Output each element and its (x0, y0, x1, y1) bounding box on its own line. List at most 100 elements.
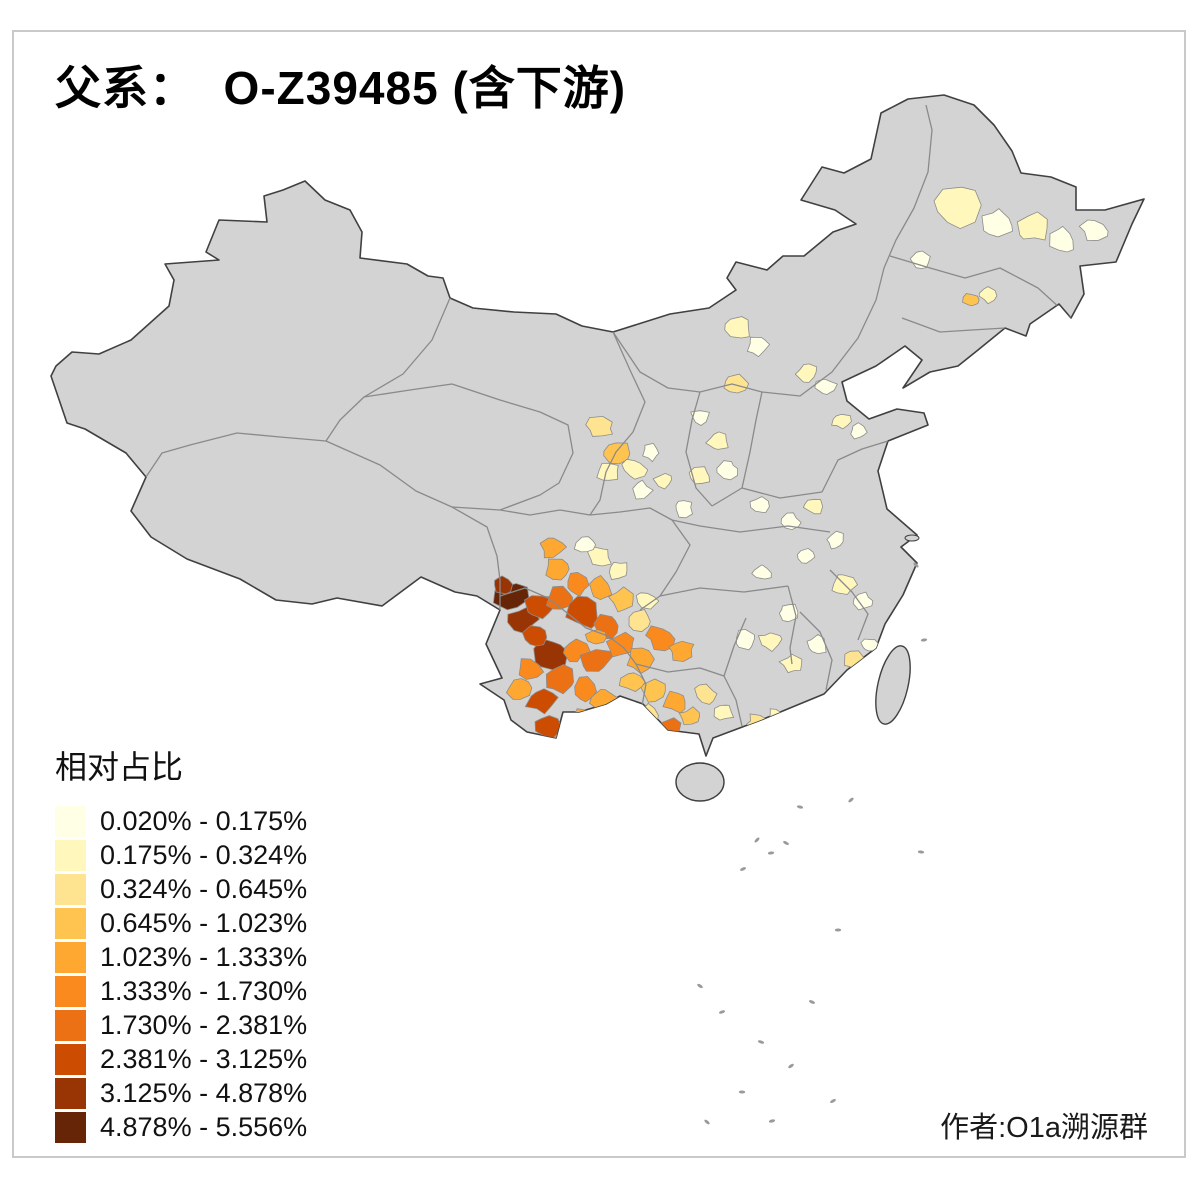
prefecture-cell (713, 704, 735, 721)
legend-rows: 0.020% - 0.175% 0.175% - 0.324% 0.324% - 0… (55, 804, 307, 1144)
legend-row: 0.324% - 0.645% (55, 872, 307, 906)
prefecture-cell (539, 537, 568, 559)
island-speck (738, 1090, 746, 1094)
legend-row: 4.878% - 5.556% (55, 1110, 307, 1144)
prefecture-cell (521, 625, 548, 647)
prefecture-cell (545, 585, 574, 610)
coastal-island (904, 534, 920, 542)
prefecture-cell (632, 479, 654, 500)
legend-row: 0.645% - 1.023% (55, 906, 307, 940)
prefecture-cell (652, 472, 673, 490)
island-speck (913, 562, 919, 568)
island-speck (704, 1119, 710, 1125)
prefecture-cell (606, 703, 636, 727)
prefecture-cell (607, 586, 634, 613)
prefecture-cell (628, 609, 651, 633)
prefecture-cell (796, 547, 816, 564)
legend-swatch (55, 1009, 86, 1041)
prefecture-cell (850, 422, 868, 440)
prefecture-cell (746, 336, 771, 358)
island-speck (768, 1119, 776, 1123)
island-speck (796, 805, 804, 809)
legend-label: 0.324% - 0.645% (100, 873, 308, 904)
island-speck (830, 1098, 836, 1104)
prefecture-cell (751, 564, 772, 580)
choropleth-cells (492, 186, 1109, 751)
prefecture-cell (962, 293, 980, 306)
prefecture-cell (723, 373, 750, 394)
prefecture-cell (603, 442, 631, 465)
prefecture-cell (831, 413, 852, 430)
prefecture-cell (705, 431, 729, 450)
island-speck (848, 797, 854, 803)
legend-swatch (55, 907, 86, 939)
legend-row: 0.020% - 0.175% (55, 804, 307, 838)
prefecture-cell (978, 286, 998, 305)
prefecture-cell (678, 706, 700, 726)
prefecture-cell (675, 500, 693, 519)
legend-row: 3.125% - 4.878% (55, 1076, 307, 1110)
prefecture-cell (635, 592, 660, 610)
legend-label: 3.125% - 4.878% (100, 1077, 308, 1108)
island-speck (917, 850, 925, 854)
island-speck (834, 928, 842, 932)
legend-label: 0.175% - 0.324% (100, 839, 308, 870)
taiwan-island (875, 645, 911, 725)
legend-swatch (55, 1043, 86, 1075)
legend-row: 1.333% - 1.730% (55, 974, 307, 1008)
prefecture-cell (794, 363, 818, 383)
legend-row: 0.175% - 0.324% (55, 838, 307, 872)
map-title: 父系： O-Z39485 (含下游) (55, 62, 627, 114)
prefecture-cell (716, 460, 739, 481)
prefecture-cell (639, 678, 666, 703)
legend-label: 1.333% - 1.730% (100, 975, 308, 1006)
prefecture-cell (1049, 225, 1074, 253)
prefecture-cell (662, 690, 686, 714)
prefecture-cell (574, 676, 597, 703)
prefecture-cell (618, 672, 646, 692)
prefecture-cell (562, 638, 591, 663)
prefecture-cell (1016, 211, 1048, 241)
sea-island-marks (697, 562, 928, 1125)
prefecture-cell (981, 208, 1013, 238)
hainan-island (675, 762, 725, 802)
prefecture-cell (596, 462, 619, 481)
prefecture-cell (505, 678, 533, 700)
prefecture-cell (567, 571, 590, 597)
legend-row: 1.023% - 1.333% (55, 940, 307, 974)
legend-title: 相对占比 (55, 749, 184, 785)
island-speck (783, 840, 789, 846)
prefecture-cell (645, 625, 676, 652)
prefecture-cell (806, 634, 827, 655)
prefecture-cell (802, 498, 824, 515)
island-speck (920, 638, 928, 642)
prefecture-cell (778, 653, 803, 674)
legend-label: 1.023% - 1.333% (100, 941, 308, 972)
legend-label: 2.381% - 3.125% (100, 1043, 308, 1074)
prefecture-cell (933, 186, 982, 230)
legend-swatch (55, 1111, 86, 1143)
legend-swatch (55, 1077, 86, 1109)
legend: 相对占比 0.020% - 0.175% 0.175% - 0.324% 0.324… (55, 742, 307, 1144)
prefecture-cell (668, 640, 695, 662)
author-credit: 作者:O1a溯源群 (940, 1112, 1148, 1144)
legend-swatch (55, 873, 86, 905)
island-speck (718, 1010, 726, 1014)
prefecture-cell (545, 558, 570, 581)
legend-label: 1.730% - 2.381% (100, 1009, 308, 1040)
province-borders (145, 104, 1072, 727)
prefecture-cell (585, 415, 614, 437)
prefecture-cell (852, 591, 874, 611)
prefecture-cell (589, 575, 613, 601)
island-speck (757, 1040, 765, 1044)
prefecture-cell (586, 545, 612, 567)
legend-swatch (55, 941, 86, 973)
prefecture-cell (545, 664, 575, 695)
prefecture-cell (778, 603, 799, 623)
prefecture-cell (749, 496, 770, 513)
island-speck (740, 867, 746, 871)
legend-label: 0.645% - 1.023% (100, 907, 308, 938)
island-speck (754, 837, 760, 843)
island-speck (808, 1000, 816, 1004)
